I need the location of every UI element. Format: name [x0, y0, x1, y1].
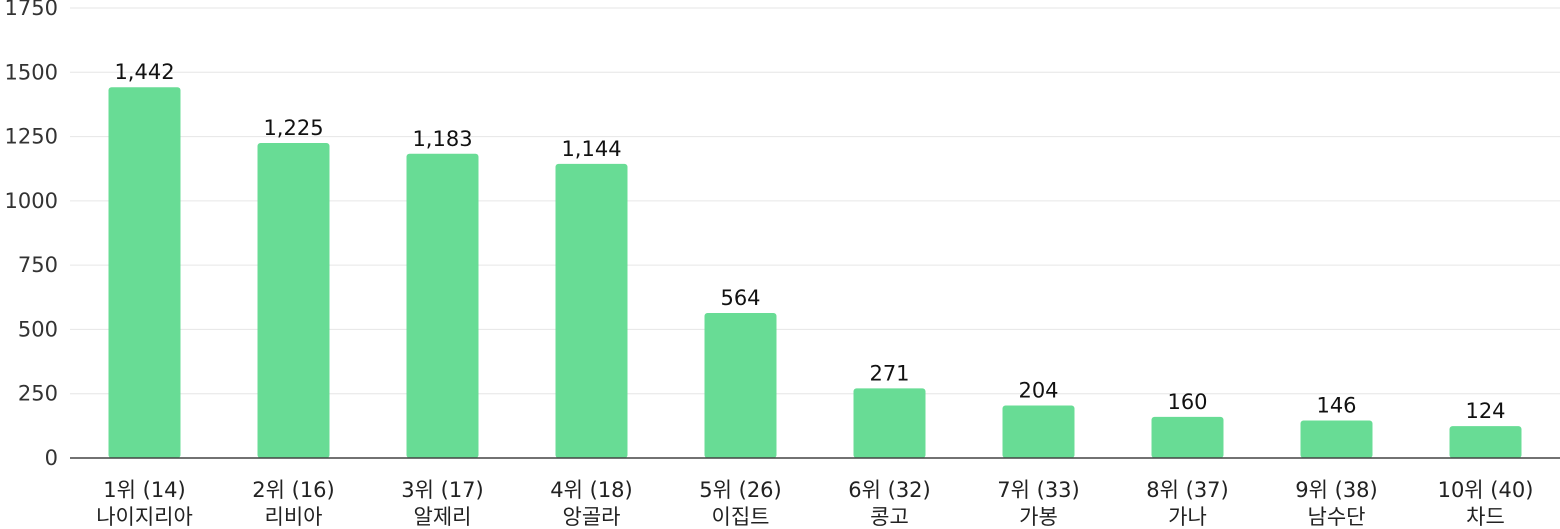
x-tick-rank-label: 10위 (40)	[1438, 478, 1534, 502]
y-tick-label: 1000	[5, 189, 58, 213]
x-tick-country-label: 나이지리아	[96, 505, 193, 529]
x-tick-country-label: 남수단	[1308, 505, 1366, 529]
value-label: 271	[869, 361, 909, 385]
x-tick-country-label: 알제리	[414, 505, 472, 529]
x-tick-country-label: 가나	[1168, 505, 1207, 529]
x-tick-country-label: 이집트	[712, 505, 770, 529]
x-tick-rank-label: 9위 (38)	[1295, 478, 1377, 502]
y-tick-label: 750	[18, 253, 58, 277]
x-tick-country-label: 앙골라	[563, 505, 621, 529]
bar	[108, 87, 181, 458]
x-tick-rank-label: 6위 (32)	[848, 478, 930, 502]
bars	[108, 87, 1522, 459]
bar	[555, 163, 628, 459]
bar	[1002, 405, 1075, 458]
y-tick-label: 1500	[5, 60, 58, 84]
value-label: 124	[1465, 399, 1505, 423]
bar	[257, 143, 330, 458]
x-axis-labels: 1위 (14) 나이지리아 2위 (16) 리비아 3위 (17) 알제리 4위 (18) 앙…	[96, 478, 1533, 529]
bar	[853, 388, 926, 458]
y-tick-label: 1750	[5, 0, 58, 20]
y-tick-label: 500	[18, 317, 58, 341]
value-label: 1,225	[263, 116, 323, 140]
x-tick-country-label: 콩고	[870, 505, 909, 529]
value-label: 146	[1316, 393, 1356, 417]
y-tick-label: 250	[18, 382, 58, 406]
value-label: 1,442	[114, 60, 174, 84]
x-tick-rank-label: 7위 (33)	[997, 478, 1079, 502]
value-labels: 1,442 1,225 1,183 1,144 564 271 204 160 146 124	[114, 60, 1505, 423]
value-label: 1,144	[561, 137, 621, 161]
x-tick-rank-label: 2위 (16)	[252, 478, 334, 502]
value-label: 160	[1167, 390, 1207, 414]
x-tick-country-label: 가봉	[1019, 505, 1058, 529]
x-tick-rank-label: 3위 (17)	[401, 478, 483, 502]
bar	[406, 153, 479, 459]
x-tick-country-label: 차드	[1466, 505, 1505, 529]
bar	[1300, 420, 1373, 458]
x-tick-rank-label: 1위 (14)	[103, 478, 185, 502]
x-tick-rank-label: 5위 (26)	[699, 478, 781, 502]
value-label: 564	[720, 286, 760, 310]
y-tick-label: 0	[45, 446, 58, 470]
x-tick-rank-label: 8위 (37)	[1146, 478, 1228, 502]
bar	[1151, 416, 1224, 458]
bar	[1449, 426, 1522, 458]
x-tick-rank-label: 4위 (18)	[550, 478, 632, 502]
x-tick-country-label: 리비아	[265, 505, 323, 529]
value-label: 204	[1018, 379, 1058, 403]
bar	[704, 312, 777, 458]
y-axis-ticks: 0 250 500 750 1000 1250 1500 1750	[5, 0, 58, 470]
y-tick-label: 1250	[5, 125, 58, 149]
value-label: 1,183	[412, 127, 472, 151]
